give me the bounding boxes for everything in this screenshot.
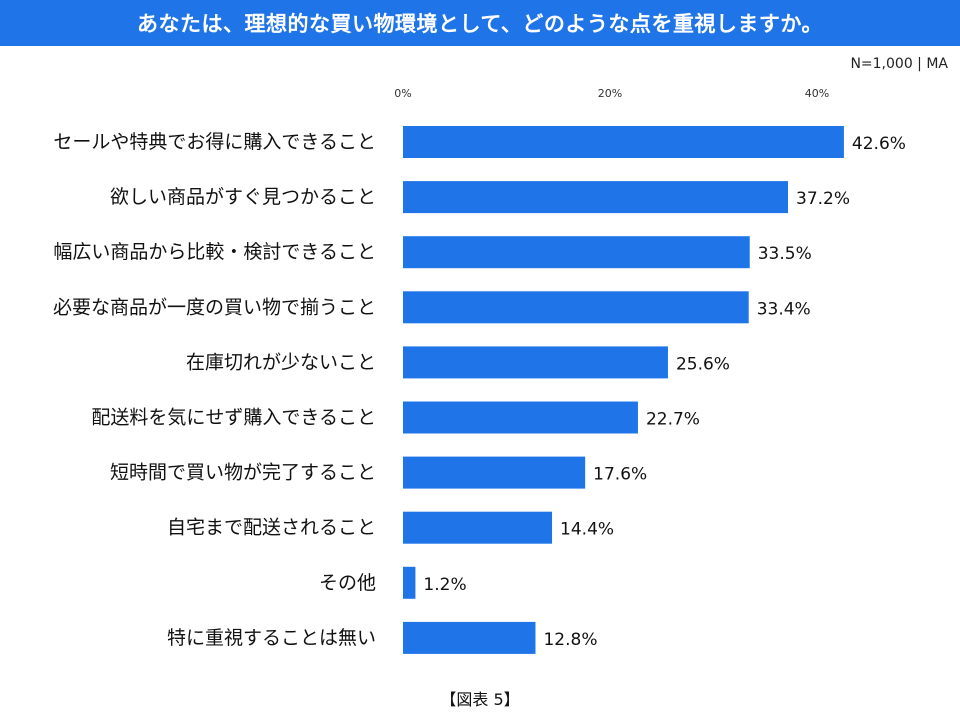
category-label: 在庫切れが少ないこと <box>186 351 376 373</box>
value-label: 37.2% <box>796 189 850 209</box>
bar <box>403 566 416 599</box>
value-label: 33.5% <box>758 244 812 264</box>
bar <box>403 456 586 489</box>
value-label: 25.6% <box>676 354 730 374</box>
category-label: 特に重視することは無い <box>167 627 376 649</box>
chart-title: あなたは、理想的な買い物環境として、どのような点を重視しますか。 <box>0 0 960 46</box>
category-label: 欲しい商品がすぐ見つかること <box>110 186 376 208</box>
figure-label: 【図表 5】 <box>440 690 520 709</box>
category-label: 幅広い商品から比較・検討できること <box>53 241 376 263</box>
category-label: その他 <box>319 572 376 594</box>
bar <box>403 621 536 654</box>
bar <box>403 401 638 434</box>
category-label: 短時間で買い物が完了すること <box>110 462 376 484</box>
category-label: セールや特典でお得に購入できること <box>53 131 376 153</box>
x-tick-label: 0% <box>394 87 411 100</box>
sample-note: N=1,000 | MA <box>850 56 948 72</box>
category-label: 必要な商品が一度の買い物で揃うこと <box>53 296 376 318</box>
value-label: 1.2% <box>423 575 466 595</box>
category-label: 自宅まで配送されること <box>167 517 376 539</box>
value-label: 12.8% <box>543 630 597 650</box>
x-tick-label: 40% <box>805 87 829 100</box>
value-label: 33.4% <box>757 299 811 319</box>
bar <box>403 126 844 158</box>
bar <box>403 511 553 544</box>
value-label: 22.7% <box>646 410 700 430</box>
value-label: 42.6% <box>852 134 906 154</box>
bar <box>403 346 668 379</box>
value-label: 17.6% <box>593 465 647 485</box>
bar <box>403 236 750 269</box>
bar <box>403 181 789 214</box>
bar <box>403 291 749 324</box>
value-label: 14.4% <box>560 520 614 540</box>
x-tick-label: 20% <box>598 87 622 100</box>
category-label: 配送料を気にせず購入できること <box>91 407 376 429</box>
